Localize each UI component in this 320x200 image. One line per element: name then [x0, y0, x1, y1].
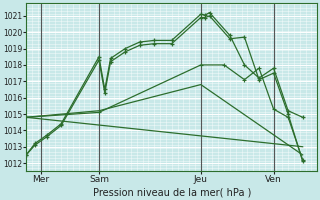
X-axis label: Pression niveau de la mer( hPa ): Pression niveau de la mer( hPa )	[92, 187, 251, 197]
